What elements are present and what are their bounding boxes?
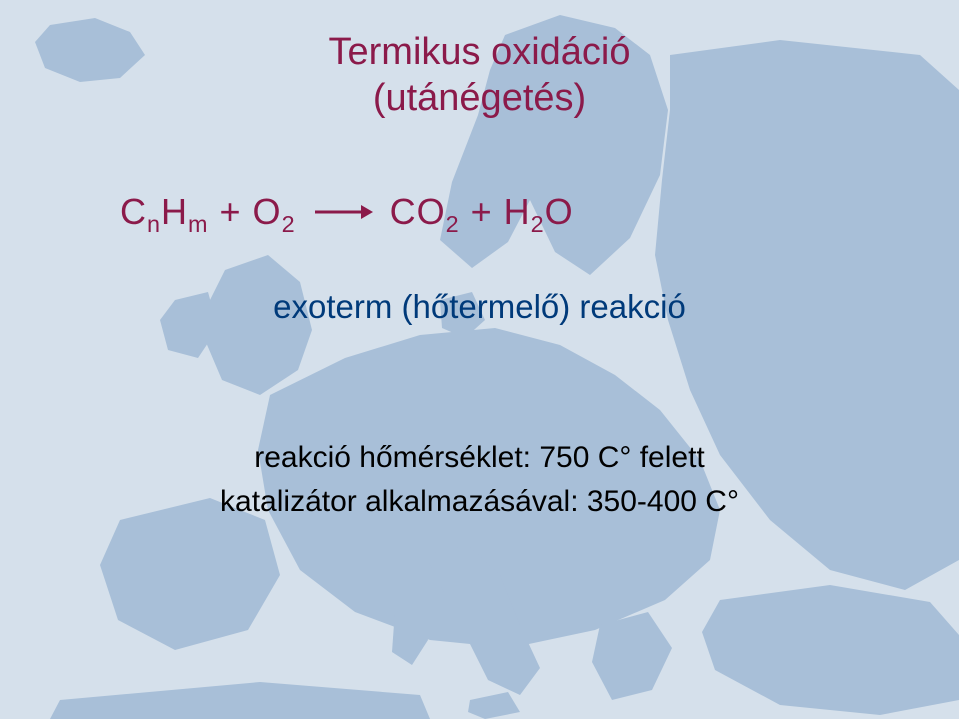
slide-title: Termikus oxidáció (utánégetés) [0,30,959,121]
title-line-2: (utánégetés) [0,76,959,122]
eq-h: H [161,191,188,232]
temp-line-2: katalizátor alkalmazásával: 350-400 C° [0,480,959,524]
eq-o2sub: 2 [282,211,296,237]
reaction-arrow-icon [313,203,373,221]
eq-plus2: + [460,191,504,232]
eq-co: CO [390,191,446,232]
title-line-1: Termikus oxidáció [0,30,959,76]
eq-plus1: + [209,191,253,232]
exoterm-note: exoterm (hőtermelő) reakció [0,288,959,326]
eq-n: n [147,211,161,237]
eq-ofinal: O [545,191,574,232]
eq-co2sub: 2 [446,211,460,237]
slide-content: Termikus oxidáció (utánégetés) CnHm + O2… [0,0,959,719]
temperature-info: reakció hőmérséklet: 750 C° felett katal… [0,436,959,523]
chemical-equation: CnHm + O2 CO2 + H2O [120,191,959,238]
eq-c: C [120,191,147,232]
temp-line-1: reakció hőmérséklet: 750 C° felett [0,436,959,480]
eq-h2sub: 2 [531,211,545,237]
eq-o: O [253,191,282,232]
eq-m: m [188,211,209,237]
eq-h2: H [504,191,531,232]
